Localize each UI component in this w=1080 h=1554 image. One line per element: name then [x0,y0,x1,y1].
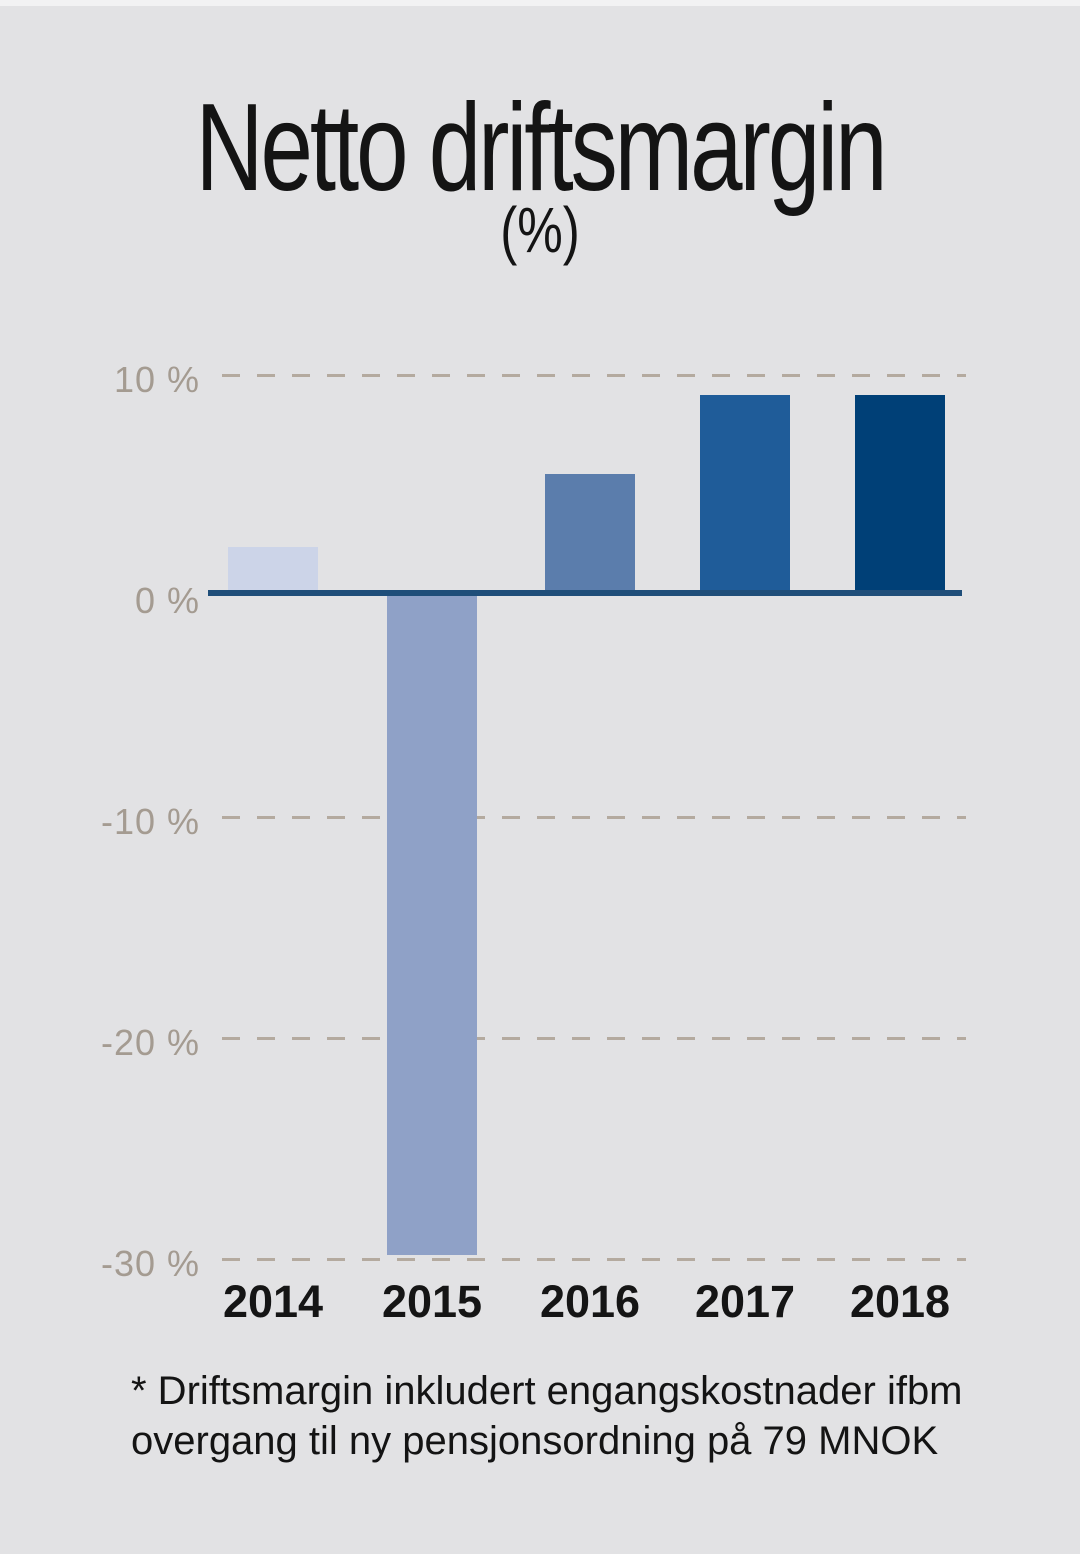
footnote-line-2: overgang til ny pensjonsordning på 79 MN… [131,1419,939,1463]
x-label-2015: 2015 [381,1276,483,1327]
gridline-minus10 [222,815,966,819]
chart-subtitle: (%) [500,194,580,266]
bar-2015 [387,596,477,1255]
y-tick-label-10: 10 % [113,359,200,400]
x-label-2016: 2016 [539,1276,641,1327]
bar-2014 [228,547,318,596]
y-tick-label-minus30: -30 % [100,1243,200,1284]
bar-2018 [855,394,945,596]
bar-2017 [700,394,790,596]
bar-2016 [545,474,635,596]
chart-title: Netto driftsmargin [195,79,888,217]
x-axis-line [208,590,962,596]
footnote-line-1: * Driftsmargin inkludert engangskostnade… [131,1369,963,1413]
gridline-plus10 [222,373,966,377]
x-label-2017: 2017 [694,1276,796,1327]
x-label-2018: 2018 [849,1276,951,1327]
y-tick-label-minus10: -10 % [100,801,200,842]
y-tick-label-0: 0 % [134,580,200,621]
footnote: * Driftsmargin inkludert engangskostnade… [131,1366,991,1466]
x-label-2014: 2014 [222,1276,324,1327]
y-tick-label-minus20: -20 % [100,1022,200,1063]
gridline-minus20 [222,1036,966,1040]
gridline-minus30 [222,1257,966,1261]
